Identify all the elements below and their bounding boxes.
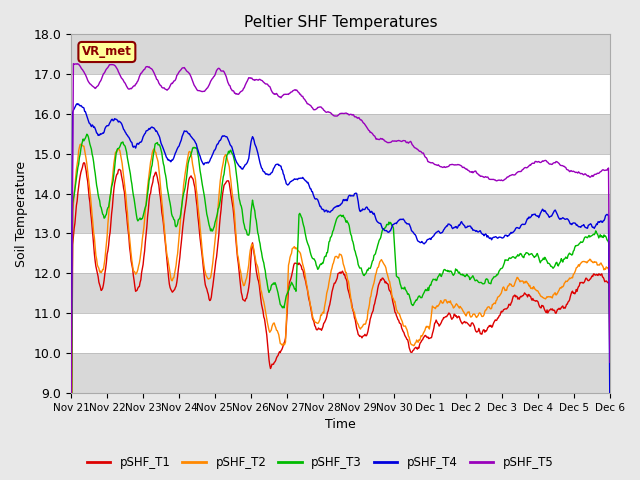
Line: pSHF_T5: pSHF_T5 [71,64,610,408]
pSHF_T4 [606,428,614,434]
pSHF_T1 [80,160,88,166]
pSHF_T4 [422,239,430,244]
Y-axis label: Soil Temperature: Soil Temperature [15,160,28,266]
pSHF_T5 [422,155,430,161]
pSHF_T4 [216,138,224,144]
pSHF_T5 [606,360,614,365]
pSHF_T2 [77,141,84,147]
pSHF_T3 [606,366,614,372]
Bar [71,34,610,74]
pSHF_T2 [78,143,86,148]
pSHF_T1 [77,169,84,175]
pSHF_T1 [407,349,415,355]
Line: pSHF_T1: pSHF_T1 [71,163,610,480]
Bar [71,353,610,393]
pSHF_T1 [216,214,224,219]
pSHF_T3 [188,149,196,155]
Line: pSHF_T2: pSHF_T2 [71,144,610,480]
pSHF_T1 [606,397,614,403]
pSHF_T1 [133,288,141,293]
X-axis label: Time: Time [325,419,356,432]
pSHF_T3 [407,297,415,303]
pSHF_T5 [74,61,81,67]
Bar [71,114,610,154]
Bar [71,193,610,233]
pSHF_T2 [606,389,614,395]
pSHF_T5 [133,79,141,85]
pSHF_T4 [67,366,75,372]
pSHF_T3 [216,197,224,203]
Line: pSHF_T3: pSHF_T3 [71,134,610,480]
pSHF_T2 [422,324,430,329]
pSHF_T5 [216,67,224,72]
pSHF_T5 [67,405,75,411]
pSHF_T2 [133,269,141,275]
pSHF_T3 [67,478,75,480]
pSHF_T4 [188,134,196,140]
Bar [71,274,610,313]
pSHF_T2 [188,156,196,161]
pSHF_T1 [188,175,196,180]
pSHF_T3 [422,288,430,293]
Line: pSHF_T4: pSHF_T4 [71,104,610,431]
pSHF_T5 [407,139,415,144]
pSHF_T3 [77,146,84,152]
pSHF_T4 [74,101,81,107]
Text: VR_met: VR_met [82,46,132,59]
pSHF_T2 [407,341,415,347]
pSHF_T3 [133,216,141,222]
Title: Peltier SHF Temperatures: Peltier SHF Temperatures [244,15,437,30]
pSHF_T2 [216,178,224,183]
pSHF_T4 [78,103,86,109]
pSHF_T4 [407,225,415,230]
pSHF_T1 [422,334,430,339]
pSHF_T5 [188,76,196,82]
pSHF_T4 [133,141,141,146]
pSHF_T3 [83,131,91,137]
pSHF_T5 [78,66,86,72]
Legend: pSHF_T1, pSHF_T2, pSHF_T3, pSHF_T4, pSHF_T5: pSHF_T1, pSHF_T2, pSHF_T3, pSHF_T4, pSHF… [82,452,558,474]
